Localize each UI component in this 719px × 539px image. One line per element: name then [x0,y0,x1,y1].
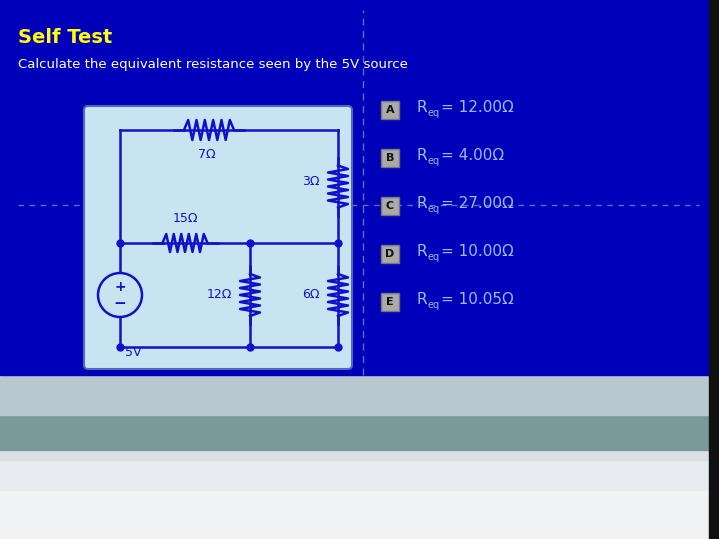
Text: eq: eq [428,252,440,262]
Text: = 10.05Ω: = 10.05Ω [441,292,514,307]
Text: eq: eq [428,108,440,118]
Bar [0,0,709,375]
Text: R: R [417,148,428,162]
Text: eq: eq [428,204,440,214]
Text: −: − [114,295,127,310]
Bar [381,197,399,215]
Text: R: R [417,196,428,211]
Text: 15Ω: 15Ω [173,212,198,225]
Text: B: B [386,153,394,163]
Bar [381,149,399,167]
Text: R: R [417,244,428,259]
Circle shape [98,273,142,317]
Text: 5V: 5V [125,346,142,359]
Text: 12Ω: 12Ω [206,288,232,301]
Text: R: R [417,292,428,307]
Text: = 10.00Ω: = 10.00Ω [441,244,514,259]
Text: eq: eq [428,300,440,310]
Bar [0,450,719,460]
Bar [381,245,399,263]
Text: Calculate the equivalent resistance seen by the 5V source: Calculate the equivalent resistance seen… [18,58,408,71]
Text: A: A [385,105,394,115]
Text: 3Ω: 3Ω [303,175,320,188]
Text: R: R [417,100,428,114]
Text: D: D [385,249,395,259]
Text: C: C [386,201,394,211]
Bar [709,0,719,539]
Bar [381,293,399,311]
Bar [0,375,719,415]
Text: eq: eq [428,156,440,166]
Text: +: + [114,280,126,294]
Text: Self Test: Self Test [18,28,112,47]
Text: = 27.00Ω: = 27.00Ω [441,196,514,211]
Text: = 4.00Ω: = 4.00Ω [441,148,504,162]
Text: 6Ω: 6Ω [303,288,320,301]
Text: 7Ω: 7Ω [198,148,216,161]
Bar [0,490,719,539]
Bar [381,101,399,119]
Text: = 12.00Ω: = 12.00Ω [441,100,514,114]
Bar [0,415,719,450]
FancyBboxPatch shape [84,106,352,369]
Bar [0,460,719,490]
Text: E: E [386,297,394,307]
